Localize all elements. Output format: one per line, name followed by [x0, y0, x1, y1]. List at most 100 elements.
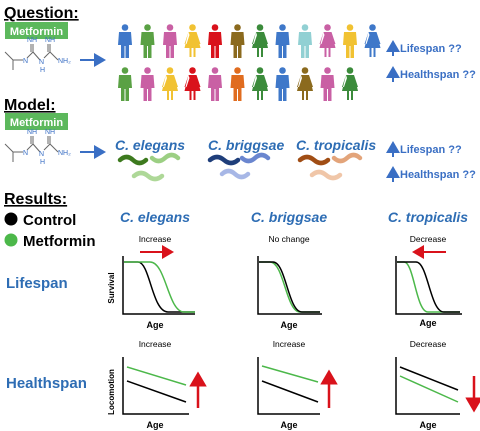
person-icon [184, 24, 201, 57]
results-heading: Results: [4, 191, 67, 208]
metformin-curve [259, 261, 320, 313]
chem-nh-2: NH [45, 37, 55, 44]
species-elegans-results: C. elegans [120, 209, 190, 225]
metformin-label-question: Metformin [10, 26, 63, 38]
axes [122, 357, 189, 415]
person-icon [275, 67, 290, 101]
metformin-line [126, 366, 187, 386]
axis-survival: Survival [107, 272, 116, 303]
lifespan-panel-tropicalis: Decrease Age [395, 234, 462, 328]
species-tropicalis-results: C. tropicalis [388, 209, 468, 225]
chem-n: N [23, 150, 28, 157]
healthspan-panel-elegans: Increase Locomotion Age [107, 339, 207, 430]
metformin-box-model [5, 113, 68, 130]
person-icon [364, 24, 381, 57]
chem-h: H [40, 67, 45, 74]
person-icon [252, 24, 268, 57]
person-icon [140, 67, 155, 101]
axis-age: Age [419, 318, 436, 328]
model-heading: Model: [4, 97, 56, 114]
person-icon [320, 67, 335, 101]
metformin-curve [124, 261, 195, 313]
person-icon [230, 24, 245, 58]
person-icon [342, 67, 358, 100]
worm-icon [207, 154, 241, 166]
row-label-lifespan: Lifespan [6, 275, 68, 292]
legend-control-dot [4, 212, 18, 226]
chem-nh-1: NH [27, 129, 37, 136]
axis-age: Age [146, 420, 163, 430]
lifespan-panel-briggsae: No change Age [257, 234, 322, 330]
person-icon [319, 24, 336, 57]
healthspan-question: Healthspan ?? [400, 69, 476, 81]
axis-age: Age [146, 320, 163, 330]
lifespan-question: Lifespan ?? [400, 43, 462, 55]
species-briggsae-model: C. briggsae [208, 137, 284, 153]
worm-icon [131, 170, 165, 182]
chem-nh2: NH₂ [58, 150, 71, 157]
person-icon [208, 24, 222, 58]
lifespan-panel-elegans: Increase Survival Age [107, 234, 195, 330]
axes [395, 256, 462, 315]
axes [257, 357, 320, 415]
person-icon [162, 67, 178, 100]
healthspan-effect-briggsae: Increase [273, 339, 306, 349]
metformin-structure-icon-model: N NH NH N H NH₂ [4, 129, 71, 166]
chem-n-bridge: N [39, 59, 44, 66]
worm-icon [297, 154, 331, 166]
axis-locomotion: Locomotion [107, 369, 116, 415]
person-icon [230, 67, 245, 101]
control-line [399, 366, 459, 391]
worm-icon [331, 152, 363, 164]
chem-nh-2: NH [45, 129, 55, 136]
person-icon [184, 67, 201, 100]
axis-age: Age [280, 320, 297, 330]
worm-icon [149, 152, 181, 164]
legend-metformin-label: Metformin [23, 233, 96, 250]
control-line [126, 380, 187, 403]
metformin-line [399, 375, 459, 403]
worm-icon [239, 152, 271, 164]
healthspan-panel-briggsae: Increase Age [257, 339, 338, 430]
chem-nh2: NH₂ [58, 58, 71, 65]
axes [257, 256, 322, 315]
person-icon [275, 24, 290, 58]
metformin-structure-icon: N NH NH N H NH₂ [4, 37, 71, 74]
metformin-box-question [5, 22, 68, 39]
worm-icon [117, 154, 149, 166]
axis-age: Age [280, 420, 297, 430]
human-population-icons [118, 24, 381, 101]
healthspan-effect-tropicalis: Decrease [410, 339, 447, 349]
control-curve [259, 261, 320, 313]
lifespan-effect-tropicalis: Decrease [410, 234, 447, 244]
axis-age: Age [419, 420, 436, 430]
chem-n-bridge: N [39, 151, 44, 158]
axes [395, 357, 460, 415]
person-icon [298, 24, 312, 58]
species-tropicalis-model: C. tropicalis [296, 137, 376, 153]
metformin-line [261, 365, 319, 383]
person-icon [343, 24, 357, 58]
chem-h: H [40, 159, 45, 166]
metformin-label-model: Metformin [10, 117, 63, 129]
chem-n: N [23, 58, 28, 65]
species-briggsae-results: C. briggsae [251, 209, 327, 225]
worm-icons [117, 152, 363, 182]
control-curve [397, 261, 460, 313]
lifespan-model: Lifespan ?? [400, 144, 462, 156]
axes [122, 256, 195, 315]
healthspan-effect-elegans: Increase [139, 339, 172, 349]
person-icon [118, 24, 132, 58]
person-icon [252, 67, 268, 100]
healthspan-model: Healthspan ?? [400, 169, 476, 181]
person-icon [163, 24, 177, 58]
person-icon [208, 67, 222, 101]
species-elegans-model: C. elegans [115, 137, 185, 153]
question-heading: Question: [4, 5, 79, 22]
lifespan-effect-elegans: Increase [139, 234, 172, 244]
person-icon [140, 24, 155, 58]
lifespan-effect-briggsae: No change [268, 234, 309, 244]
legend-control-label: Control [23, 212, 76, 229]
person-icon [297, 67, 313, 100]
